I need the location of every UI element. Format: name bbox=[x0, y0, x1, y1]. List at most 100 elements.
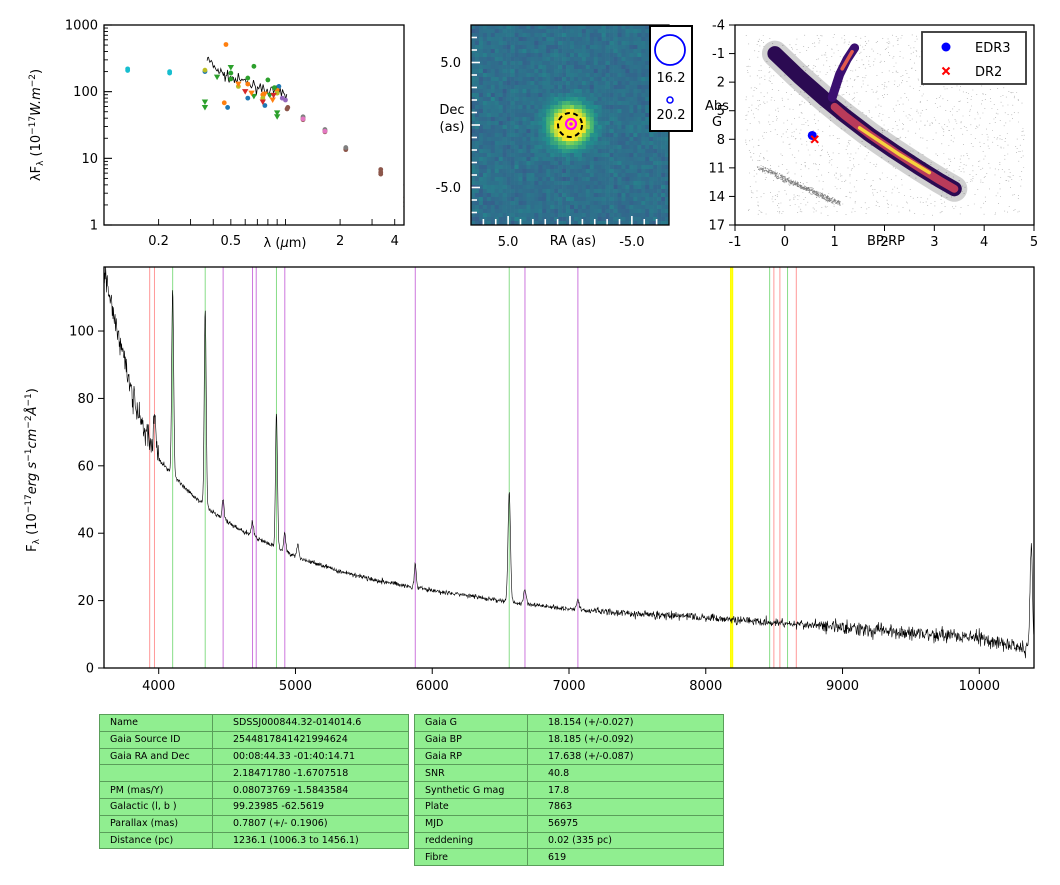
image-pixel bbox=[585, 113, 591, 118]
image-pixel bbox=[502, 165, 507, 170]
image-pixel bbox=[506, 109, 511, 114]
image-pixel bbox=[641, 77, 646, 82]
image-pixel bbox=[585, 169, 591, 174]
image-pixel bbox=[645, 45, 650, 50]
image-pixel bbox=[589, 57, 595, 62]
image-pixel bbox=[597, 133, 602, 138]
image-pixel bbox=[621, 201, 626, 206]
image-pixel bbox=[562, 33, 567, 38]
image-pixel bbox=[474, 125, 480, 130]
image-pixel bbox=[581, 157, 587, 162]
image-pixel bbox=[478, 129, 484, 134]
sed-point bbox=[285, 105, 291, 110]
image-pixel bbox=[546, 69, 551, 74]
image-pixel bbox=[625, 101, 630, 106]
image-pixel bbox=[566, 137, 571, 142]
image-pixel bbox=[637, 65, 642, 70]
image-pixel bbox=[601, 169, 606, 174]
image-pixel bbox=[550, 65, 555, 70]
image-pixel bbox=[486, 165, 492, 170]
hr-white-dwarf-sequence bbox=[757, 166, 841, 206]
image-pixel bbox=[645, 133, 650, 138]
image-pixel bbox=[566, 41, 571, 46]
image-pixel bbox=[526, 213, 531, 218]
image-pixel bbox=[617, 129, 622, 134]
image-pixel bbox=[562, 25, 567, 30]
image-pixel bbox=[486, 89, 492, 94]
image-pixel bbox=[534, 61, 539, 66]
image-pixel bbox=[506, 129, 511, 134]
image-pixel bbox=[542, 125, 547, 130]
image-pixel bbox=[542, 77, 547, 82]
image-pixel bbox=[661, 209, 666, 214]
image-pixel bbox=[502, 81, 507, 86]
image-pixel bbox=[609, 217, 614, 222]
image-pixel bbox=[597, 57, 602, 62]
image-pixel bbox=[585, 93, 591, 98]
image-pixel bbox=[550, 177, 555, 182]
image-pixel bbox=[558, 37, 563, 42]
image-pixel bbox=[486, 201, 492, 206]
image-pixel bbox=[613, 205, 618, 210]
image-pixel bbox=[522, 205, 527, 210]
image-pixel bbox=[609, 209, 614, 214]
image-pixel bbox=[478, 45, 484, 50]
image-pixel bbox=[538, 221, 543, 225]
image-pixel bbox=[577, 77, 583, 82]
image-pixel bbox=[550, 165, 555, 170]
image-pixel bbox=[637, 97, 642, 102]
image-pixel bbox=[542, 41, 547, 46]
hr-x-tick-label: 4 bbox=[980, 235, 988, 250]
image-pixel bbox=[581, 117, 587, 122]
image-pixel bbox=[506, 105, 511, 110]
image-pixel bbox=[471, 53, 476, 58]
image-pixel bbox=[522, 157, 527, 162]
image-pixel bbox=[613, 213, 618, 218]
image-pixel bbox=[554, 189, 559, 194]
image-pixel bbox=[601, 81, 606, 86]
image-pixel bbox=[494, 213, 500, 218]
image-pixel bbox=[550, 161, 555, 166]
image-pixel bbox=[573, 165, 579, 170]
image-pixel bbox=[514, 113, 519, 118]
image-pixel bbox=[641, 117, 646, 122]
image-pixel bbox=[558, 121, 563, 126]
image-pixel bbox=[621, 77, 626, 82]
image-pixel bbox=[514, 129, 519, 134]
image-pixel bbox=[494, 125, 500, 130]
image-pixel bbox=[605, 57, 610, 62]
image-pixel bbox=[633, 197, 638, 202]
image-pixel bbox=[506, 177, 511, 182]
image-pixel bbox=[585, 37, 591, 42]
image-pixel bbox=[498, 97, 503, 102]
hr-x-tick-label: 1 bbox=[831, 235, 839, 250]
image-pixel bbox=[471, 177, 476, 182]
image-pixel bbox=[538, 189, 543, 194]
image-pixel bbox=[482, 185, 488, 190]
image-pixel bbox=[629, 201, 634, 206]
sed-point bbox=[202, 67, 208, 73]
info-right-key: SNR bbox=[414, 764, 528, 783]
image-pixel bbox=[597, 161, 602, 166]
image-pixel bbox=[645, 205, 650, 210]
image-x-tick-label: -5.0 bbox=[619, 235, 644, 250]
image-pixel bbox=[542, 217, 547, 222]
image-pixel bbox=[633, 65, 638, 70]
image-pixel bbox=[542, 173, 547, 178]
image-pixel bbox=[573, 177, 579, 182]
image-pixel bbox=[613, 81, 618, 86]
image-pixel bbox=[482, 181, 488, 186]
image-pixel bbox=[589, 217, 595, 222]
image-pixel bbox=[474, 113, 480, 118]
image-pixel bbox=[498, 165, 503, 170]
hr-main-sequence-core bbox=[857, 126, 932, 175]
image-pixel bbox=[526, 149, 531, 154]
image-pixel bbox=[494, 45, 500, 50]
image-pixel bbox=[577, 81, 583, 86]
image-pixel bbox=[534, 109, 539, 114]
image-pixel bbox=[645, 209, 650, 214]
image-pixel bbox=[502, 137, 507, 142]
image-pixel bbox=[522, 221, 527, 225]
image-pixel bbox=[566, 69, 571, 74]
image-pixel bbox=[550, 29, 555, 34]
